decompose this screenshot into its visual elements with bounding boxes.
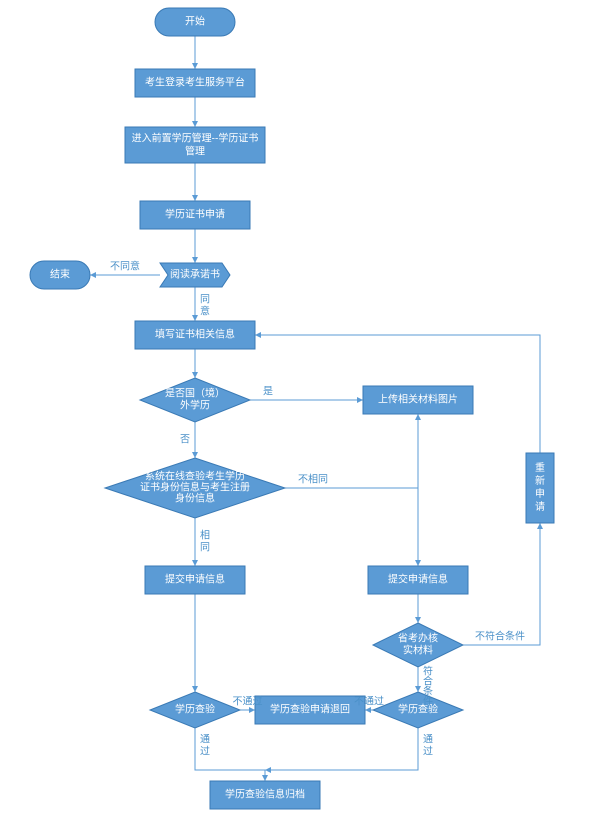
svg-text:不符合条件: 不符合条件: [475, 630, 525, 643]
node-submit2: 提交申请信息: [368, 566, 468, 594]
svg-text:省考办核: 省考办核: [398, 632, 438, 645]
svg-text:不通过: 不通过: [233, 695, 263, 708]
node-review1: 学历查验: [150, 692, 240, 728]
svg-text:不同意: 不同意: [110, 260, 140, 273]
node-review2: 学历查验: [373, 692, 463, 728]
svg-text:是: 是: [263, 386, 273, 398]
node-reapply: 重新申请: [526, 453, 554, 523]
e-review2-archive-h: [265, 728, 418, 770]
node-archive: 学历查验信息归档: [210, 781, 320, 809]
svg-text:阅读承诺书: 阅读承诺书: [170, 268, 220, 281]
svg-text:开始: 开始: [185, 15, 205, 28]
svg-text:实材料: 实材料: [403, 644, 433, 657]
svg-text:新: 新: [535, 474, 545, 487]
svg-text:通: 通: [200, 734, 210, 746]
svg-text:管理: 管理: [185, 145, 205, 158]
svg-text:申: 申: [535, 487, 545, 500]
node-verify: 系统在线查验考生学历证书身份信息与考生注册身份信息: [105, 458, 285, 518]
node-apply: 学历证书申请: [140, 201, 250, 229]
node-returnreq: 学历查验申请退回: [255, 696, 365, 724]
node-start: 开始: [155, 8, 235, 36]
svg-text:过: 过: [423, 745, 433, 758]
svg-text:系统在线查验考生学历: 系统在线查验考生学历: [145, 470, 245, 483]
svg-text:请: 请: [535, 500, 545, 513]
svg-text:进入前置学历管理--学历证书: 进入前置学历管理--学历证书: [132, 132, 259, 145]
node-isforeign: 是否国（境）外学历: [140, 378, 250, 422]
svg-text:提交申请信息: 提交申请信息: [165, 573, 225, 586]
svg-text:重: 重: [535, 461, 545, 474]
svg-text:上传相关材料图片: 上传相关材料图片: [378, 393, 458, 406]
svg-text:通: 通: [423, 734, 433, 746]
svg-text:考生登录考生服务平台: 考生登录考生服务平台: [145, 76, 245, 89]
node-enter: 进入前置学历管理--学历证书管理: [125, 127, 265, 163]
svg-text:学历查验申请退回: 学历查验申请退回: [270, 703, 350, 716]
node-provverify: 省考办核实材料: [373, 623, 463, 667]
svg-text:身份信息: 身份信息: [175, 492, 215, 505]
svg-text:不相同: 不相同: [298, 473, 328, 486]
svg-text:件: 件: [423, 696, 433, 708]
svg-text:否: 否: [180, 434, 190, 446]
svg-text:过: 过: [200, 745, 210, 758]
svg-text:同: 同: [200, 294, 210, 306]
svg-text:外学历: 外学历: [180, 399, 210, 412]
node-submit1: 提交申请信息: [145, 566, 245, 594]
node-upload: 上传相关材料图片: [363, 386, 473, 414]
svg-text:同: 同: [200, 542, 210, 554]
e-prov-reapply: [463, 523, 540, 645]
svg-text:学历查验信息归档: 学历查验信息归档: [225, 788, 305, 801]
svg-text:意: 意: [200, 305, 210, 318]
node-fillinfo: 填写证书相关信息: [135, 321, 255, 349]
svg-text:是否国（境）: 是否国（境）: [165, 387, 225, 400]
node-read: 阅读承诺书: [160, 263, 230, 287]
svg-text:学历证书申请: 学历证书申请: [165, 208, 225, 221]
svg-text:结束: 结束: [50, 268, 70, 281]
node-end: 结束: [30, 261, 90, 289]
svg-text:相: 相: [200, 529, 210, 542]
svg-text:学历查验: 学历查验: [175, 703, 215, 716]
svg-text:证书身份信息与考生注册: 证书身份信息与考生注册: [140, 481, 250, 494]
svg-text:提交申请信息: 提交申请信息: [388, 573, 448, 586]
svg-text:不通过: 不通过: [354, 695, 384, 708]
svg-text:填写证书相关信息: 填写证书相关信息: [155, 328, 235, 341]
node-login: 考生登录考生服务平台: [135, 69, 255, 97]
